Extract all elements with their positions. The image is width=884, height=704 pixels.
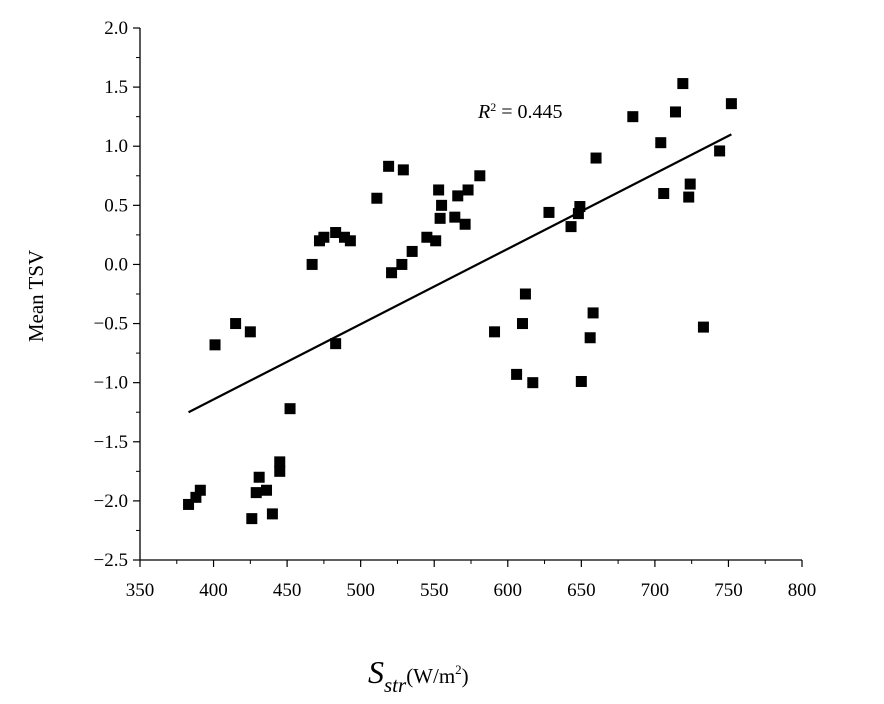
data-point xyxy=(683,191,695,203)
data-point xyxy=(527,377,539,389)
data-points xyxy=(183,78,737,525)
x-axis-label-symbol: S xyxy=(368,654,384,690)
data-point xyxy=(330,227,342,239)
x-tick-label: 350 xyxy=(126,580,155,601)
data-point xyxy=(266,508,278,520)
x-tick-label: 750 xyxy=(714,580,743,601)
y-tick-label: −0.5 xyxy=(94,314,128,335)
data-point xyxy=(474,170,486,182)
data-point xyxy=(572,208,584,220)
data-point xyxy=(489,326,501,338)
y-tick-label: 0.0 xyxy=(104,254,128,275)
data-point xyxy=(274,465,286,477)
data-point xyxy=(253,471,265,483)
data-point xyxy=(183,498,195,510)
x-axis-label-subscript: str xyxy=(384,673,407,697)
x-tick-label: 700 xyxy=(641,580,670,601)
x-tick-label: 400 xyxy=(199,580,228,601)
data-point xyxy=(587,307,599,319)
data-point xyxy=(516,318,528,330)
x-axis-label-unit-close: ) xyxy=(462,664,469,688)
data-point xyxy=(565,221,577,233)
data-point xyxy=(190,491,202,503)
x-tick-label: 450 xyxy=(273,580,302,601)
data-point xyxy=(433,184,445,196)
data-point xyxy=(434,212,446,224)
data-point xyxy=(406,245,418,257)
data-point xyxy=(436,199,448,211)
x-tick-label: 800 xyxy=(788,580,817,601)
data-point xyxy=(627,111,639,123)
data-point xyxy=(209,339,221,351)
data-point xyxy=(449,211,461,223)
data-point xyxy=(655,137,667,149)
data-point xyxy=(511,368,523,380)
x-tick-label: 500 xyxy=(346,580,375,601)
data-point xyxy=(246,513,258,525)
data-point xyxy=(677,78,689,90)
data-point xyxy=(330,338,342,350)
data-point xyxy=(371,192,383,204)
data-point xyxy=(344,235,356,247)
data-point xyxy=(318,231,330,243)
data-point xyxy=(697,321,709,333)
x-axis-label-unit: (W/m xyxy=(406,664,455,688)
r-squared-exponent: 2 xyxy=(490,100,496,114)
data-point xyxy=(575,375,587,387)
y-tick-label: 1.5 xyxy=(104,77,128,98)
x-tick-label: 650 xyxy=(567,580,596,601)
trend-line xyxy=(188,133,732,414)
data-point xyxy=(383,160,395,172)
data-point xyxy=(386,267,398,279)
x-tick-label: 550 xyxy=(420,580,449,601)
data-point xyxy=(261,484,273,496)
data-point xyxy=(543,206,555,218)
data-point xyxy=(574,201,586,213)
r-squared-annotation: R2 = 0.445 xyxy=(477,100,563,123)
y-tick-label: −2.5 xyxy=(94,550,128,571)
data-point xyxy=(306,258,318,270)
data-point xyxy=(725,98,737,110)
data-point xyxy=(284,403,296,415)
y-tick-label: 0.5 xyxy=(104,195,128,216)
r-squared-symbol: R xyxy=(477,101,490,123)
x-tick-label: 600 xyxy=(494,580,523,601)
x-axis-label: Sstr(W/m2) xyxy=(368,654,469,697)
data-point xyxy=(250,487,262,499)
data-point xyxy=(274,456,286,468)
y-tick-label: 1.0 xyxy=(104,136,128,157)
trend-line-group xyxy=(188,133,732,414)
plot-area xyxy=(139,28,802,561)
data-point xyxy=(669,106,681,118)
data-point xyxy=(338,231,350,243)
y-axis-label: Mean TSV xyxy=(24,250,48,342)
x-axis-label-unit-exponent: 2 xyxy=(455,662,462,677)
y-tick-label: −1.5 xyxy=(94,432,128,453)
data-point xyxy=(452,190,464,202)
r-squared-value: = 0.445 xyxy=(496,101,562,123)
data-point xyxy=(230,318,242,330)
y-tick-label: −1.0 xyxy=(94,373,128,394)
data-point xyxy=(590,152,602,164)
data-point xyxy=(397,164,409,176)
data-point xyxy=(714,145,726,157)
data-point xyxy=(519,288,531,300)
data-point xyxy=(244,326,256,338)
data-point xyxy=(684,178,696,190)
data-point xyxy=(421,231,433,243)
x-axis-ticks: 350 400 450 500 550 600 650 700 750 800 xyxy=(126,560,817,601)
data-point xyxy=(396,258,408,270)
data-point xyxy=(194,484,206,496)
data-point xyxy=(584,332,596,344)
y-tick-label: −2.0 xyxy=(94,491,128,512)
data-point xyxy=(430,235,442,247)
y-axis-ticks: 2.0 1.5 1.0 0.5 0.0 −0.5 −1.0 −1.5 −2.0 −2.5 xyxy=(94,18,140,571)
data-point xyxy=(459,218,471,230)
data-point xyxy=(462,184,474,196)
y-tick-label: 2.0 xyxy=(104,18,128,39)
data-point xyxy=(658,188,670,200)
